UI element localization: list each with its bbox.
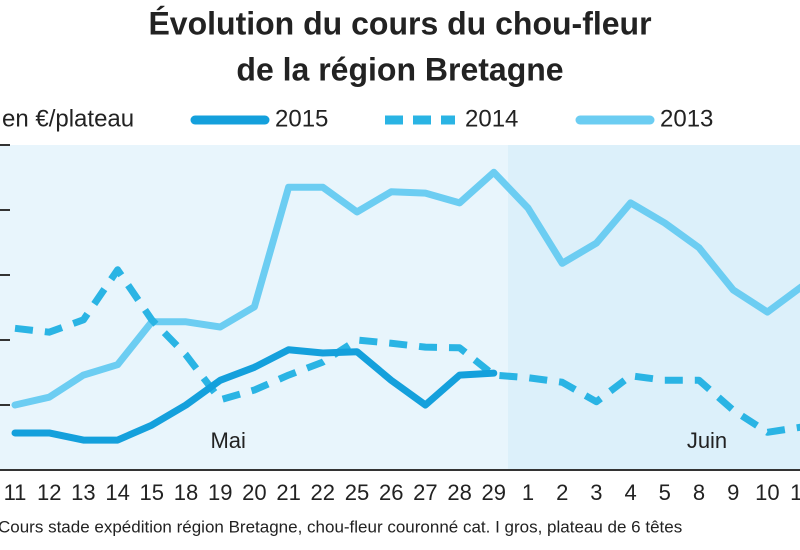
series-line xyxy=(11,346,498,444)
x-tick-label: 15 xyxy=(140,480,164,505)
x-tick-label: 21 xyxy=(276,480,300,505)
x-tick-label: 25 xyxy=(345,480,369,505)
legend-label: 2015 xyxy=(275,105,328,132)
x-tick-label: 22 xyxy=(311,480,335,505)
x-tick-label: 27 xyxy=(413,480,437,505)
chart-title: Évolution du cours du chou-fleur xyxy=(148,5,651,41)
x-tick-label: 12 xyxy=(37,480,61,505)
legend-label: 2014 xyxy=(465,105,518,132)
x-tick-label: 4 xyxy=(624,480,636,505)
x-tick-label: 3 xyxy=(590,480,602,505)
x-tick-label: 20 xyxy=(242,480,266,505)
x-tick-label: 11 xyxy=(4,480,27,505)
footnote: Cours stade expédition région Bretagne, … xyxy=(0,517,682,536)
x-tick-label: 29 xyxy=(482,480,506,505)
x-tick-label: 5 xyxy=(659,480,671,505)
x-tick-label: 2 xyxy=(556,480,568,505)
legend-label: 2013 xyxy=(660,105,713,132)
x-tick-label: 14 xyxy=(105,480,129,505)
x-tick-label: 10 xyxy=(755,480,779,505)
x-tick-label: 8 xyxy=(693,480,705,505)
series-line xyxy=(14,266,800,436)
chart-title: de la région Bretagne xyxy=(236,51,563,87)
series-line xyxy=(11,168,800,409)
x-tick-label: 26 xyxy=(379,480,403,505)
y-axis-label: en €/plateau xyxy=(2,105,134,132)
x-tick-label: 11 xyxy=(790,480,800,505)
x-tick-label: 1 xyxy=(522,480,534,505)
x-tick-label: 13 xyxy=(71,480,95,505)
x-tick-label: 19 xyxy=(208,480,232,505)
month-label: Juin xyxy=(687,428,727,453)
x-tick-label: 28 xyxy=(447,480,471,505)
month-label: Mai xyxy=(210,428,245,453)
plot-background-june xyxy=(508,145,800,470)
x-tick-label: 9 xyxy=(727,480,739,505)
x-tick-label: 18 xyxy=(174,480,198,505)
